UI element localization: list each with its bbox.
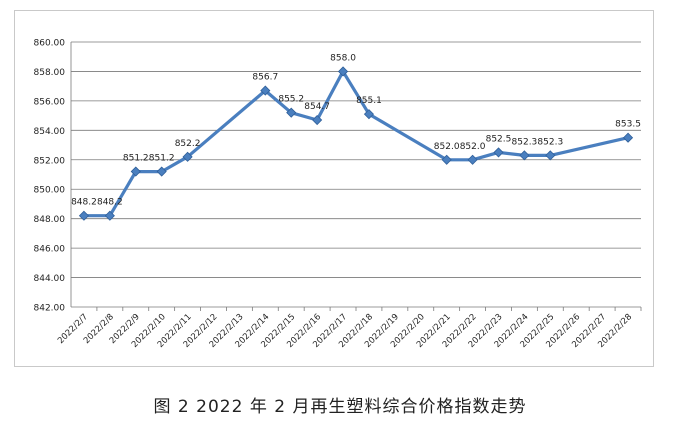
data-label: 858.0 [330,53,356,63]
data-label: 848.2 [97,198,123,208]
data-point [182,151,193,162]
data-point [519,150,530,161]
series-line [84,69,629,218]
data-label: 856.7 [252,73,278,83]
y-tick-label: 858.00 [34,68,66,78]
data-point [337,66,349,77]
y-tick-label: 844.00 [34,274,66,284]
line-chart: 842.00 844.00 846.00 848.00 850.00 852.00 854.… [34,39,642,350]
y-tick-label: 854.00 [34,127,66,137]
data-label: 855.1 [356,96,382,106]
data-point [467,154,478,165]
data-point [363,109,375,120]
data-label: 851.2 [123,154,149,164]
data-label: 852.3 [537,137,563,147]
data-label: 852.0 [434,142,460,152]
data-label: 852.2 [175,139,201,149]
data-label: 852.3 [512,137,538,147]
data-label: 853.5 [615,120,641,130]
y-tick-label: 860.00 [34,39,66,49]
data-label: 852.5 [486,134,512,144]
data-label: 851.2 [149,154,175,164]
data-label: 848.2 [71,198,97,208]
data-label: 852.0 [460,142,486,152]
x-axis: 2022/2/72022/2/82022/2/92022/2/102022/2/… [56,307,642,350]
data-point [493,147,504,158]
data-point [130,166,141,177]
data-point [622,132,634,143]
data-point [441,154,452,165]
data-point [156,166,167,177]
y-tick-label: 846.00 [34,245,66,255]
y-axis: 842.00 844.00 846.00 848.00 850.00 852.00 854.… [34,39,72,314]
figure-caption: 图 2 2022 年 2 月再生塑料综合价格指数走势 [153,397,527,417]
data-point [545,150,556,161]
y-tick-label: 850.00 [34,186,66,196]
data-point [260,85,271,96]
data-point [78,210,90,221]
data-label: 854.7 [304,102,330,112]
y-tick-label: 842.00 [34,304,66,314]
data-point [104,210,115,221]
y-tick-label: 852.00 [34,156,66,166]
y-tick-label: 848.00 [34,215,66,225]
chart-frame: 842.00 844.00 846.00 848.00 850.00 852.00 854.… [14,10,654,367]
data-label: 855.2 [278,95,304,105]
data-point [312,114,323,126]
gridlines [71,41,641,308]
data-point [286,107,297,118]
y-tick-label: 856.00 [34,97,66,107]
